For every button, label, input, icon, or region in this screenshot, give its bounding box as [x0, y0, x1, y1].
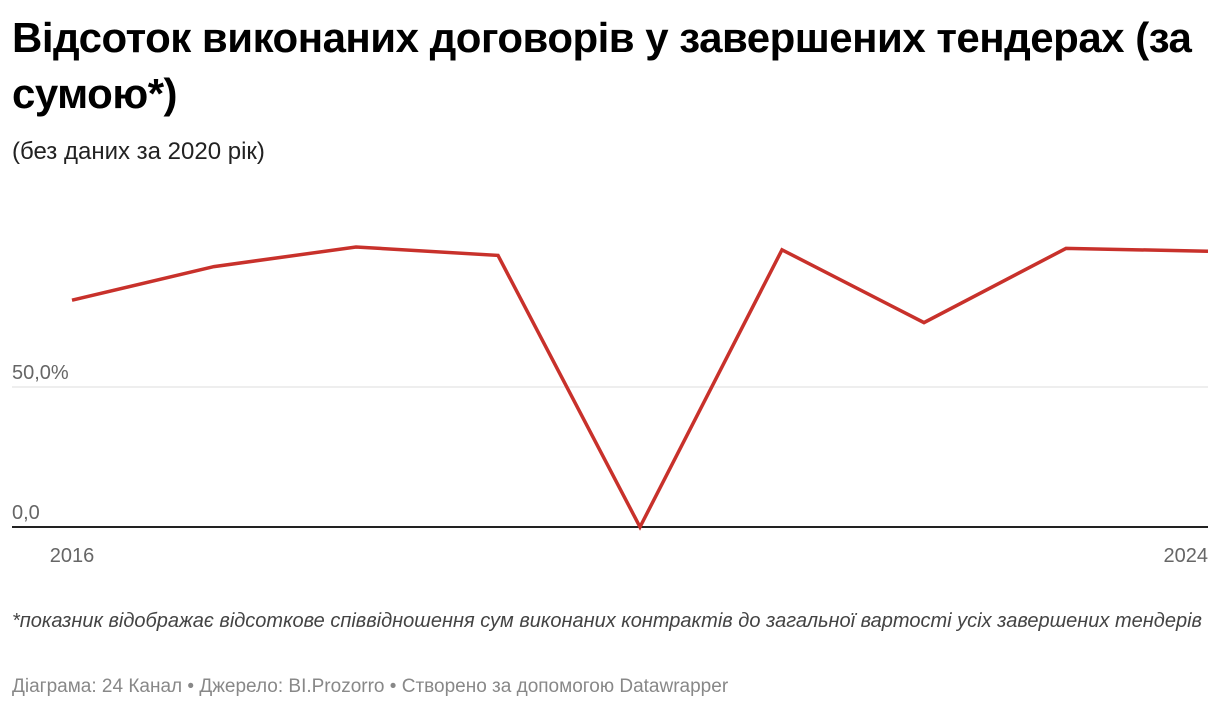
footer-tool-link[interactable]: Створено за допомогою Datawrapper	[401, 676, 729, 697]
y-tick-label: 50,0%	[12, 362, 69, 384]
footer-separator: •	[389, 676, 402, 697]
chart-subtitle: (без даних за 2020 рік)	[12, 138, 265, 165]
series-layer	[66, 241, 1214, 533]
data-point[interactable]	[1202, 245, 1214, 257]
chart-notes: *показник відображає відсоткове співвідн…	[12, 610, 1202, 632]
x-tick-label: 2016	[50, 545, 95, 567]
footer-chart-label: Діаграма: 24 Канал	[12, 676, 183, 697]
data-point[interactable]	[634, 521, 646, 533]
data-point[interactable]	[208, 261, 220, 273]
data-point[interactable]	[1060, 242, 1072, 254]
chart-title: Відсоток виконаних договорів у завершени…	[12, 14, 1192, 117]
x-tick-layer: 2016 2024	[50, 545, 1208, 567]
grid-layer: 50,0% 0,0	[12, 362, 1208, 528]
footer-separator: •	[187, 676, 200, 697]
data-point[interactable]	[492, 249, 504, 261]
data-point[interactable]	[66, 294, 78, 306]
line-chart: 50,0% 0,0 2016 2024	[12, 241, 1214, 567]
series-line	[71, 245, 1209, 531]
footer-source: Джерело: BI.Prozorro	[199, 676, 385, 697]
data-point[interactable]	[776, 244, 788, 256]
chart-footer: Діаграма: 24 Канал • Джерело: BI.Prozorr…	[12, 674, 728, 700]
data-point[interactable]	[350, 241, 362, 253]
data-point[interactable]	[918, 317, 930, 329]
x-tick-label: 2024	[1164, 545, 1209, 567]
y-tick-label: 0,0	[12, 502, 40, 524]
